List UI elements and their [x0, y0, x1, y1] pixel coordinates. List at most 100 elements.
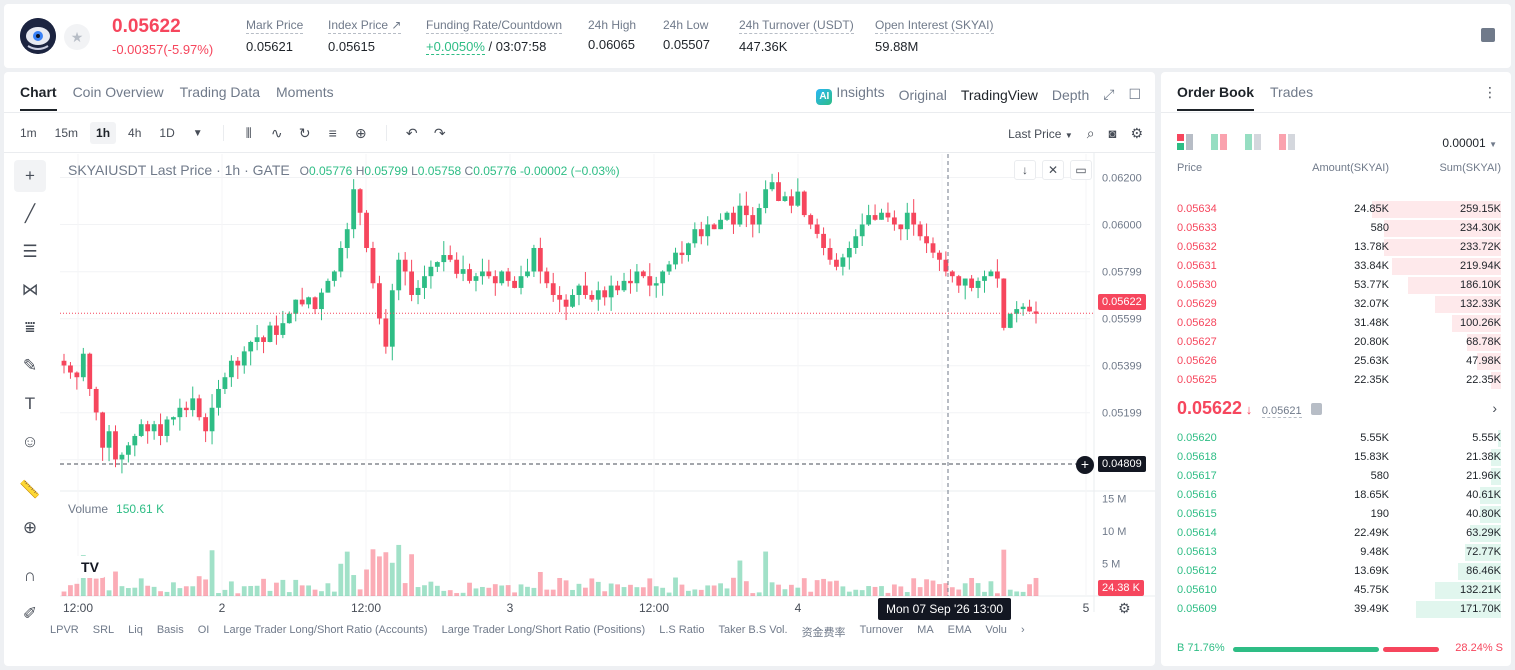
pencil-icon[interactable]: ✐: [22, 604, 38, 623]
measure-lines-icon[interactable]: ⩸: [24, 318, 36, 337]
tab-order-book[interactable]: Order Book: [1177, 84, 1255, 111]
tab-trades[interactable]: Trades: [1270, 84, 1314, 100]
ask-row[interactable]: 0.05625 22.35K 22.35K: [1161, 371, 1511, 390]
precision-select[interactable]: 0.00001 ▼: [1442, 136, 1497, 150]
gear-icon[interactable]: ⚙: [1130, 125, 1143, 141]
view-both-alt-icon[interactable]: [1211, 134, 1227, 150]
more-icon[interactable]: ⋮: [1483, 84, 1497, 100]
replay-icon[interactable]: ↻: [298, 124, 311, 141]
ask-row[interactable]: 0.05633 580 234.30K: [1161, 219, 1511, 238]
add-indicator-icon[interactable]: ⊕: [354, 124, 367, 141]
window-icon[interactable]: ☐: [1128, 86, 1141, 102]
collapse-icon[interactable]: ✕: [1042, 160, 1064, 180]
view-both-icon[interactable]: [1177, 134, 1193, 150]
indicator-item[interactable]: Turnover: [859, 624, 904, 636]
candle-body: [557, 294, 563, 300]
bid-row[interactable]: 0.05618 15.83K 21.38K: [1161, 448, 1511, 467]
bid-row[interactable]: 0.05617 580 21.96K: [1161, 467, 1511, 486]
ask-row[interactable]: 0.05634 24.85K 259.15K: [1161, 200, 1511, 219]
stat-index-price[interactable]: Index Price ↗ 0.05615: [328, 18, 402, 54]
ask-row[interactable]: 0.05632 13.78K 233.72K: [1161, 238, 1511, 257]
bid-row[interactable]: 0.05610 45.75K 132.21K: [1161, 581, 1511, 600]
timeframe-dropdown-icon[interactable]: ▼: [192, 127, 203, 139]
candle-type-icon[interactable]: ⫴: [245, 124, 252, 141]
timeframe-4h[interactable]: 4h: [128, 126, 142, 140]
ask-price: 0.05627: [1177, 336, 1217, 348]
trendline-icon[interactable]: ╱: [24, 204, 36, 223]
ask-row[interactable]: 0.05630 53.77K 186.10K: [1161, 276, 1511, 295]
undo-icon[interactable]: ↶: [405, 124, 418, 141]
indicator-item[interactable]: LPVR: [50, 624, 79, 636]
arrow-down-icon[interactable]: ↓: [1014, 160, 1036, 180]
indicator-item[interactable]: OI: [197, 624, 210, 636]
bid-row[interactable]: 0.05614 22.49K 63.29K: [1161, 524, 1511, 543]
indicator-item[interactable]: Liq: [128, 624, 143, 636]
candle-body: [718, 219, 723, 230]
indicator-item[interactable]: L.S Ratio: [659, 624, 705, 636]
indicator-item[interactable]: EMA: [947, 624, 972, 636]
timeframe-1m[interactable]: 1m: [20, 126, 37, 140]
view-bids-icon[interactable]: [1245, 134, 1261, 150]
ask-row[interactable]: 0.05628 31.48K 100.26K: [1161, 314, 1511, 333]
timeframe-1h[interactable]: 1h: [90, 122, 117, 144]
ask-row[interactable]: 0.05631 33.84K 219.94K: [1161, 257, 1511, 276]
favorite-star-icon[interactable]: ★: [64, 24, 90, 50]
chevron-right-icon[interactable]: ›: [1020, 624, 1025, 636]
bid-sum: 72.77K: [1466, 546, 1501, 558]
tab-depth[interactable]: Depth: [1051, 86, 1090, 103]
tab-moments[interactable]: Moments: [276, 84, 334, 100]
fib-icon[interactable]: ☰: [22, 242, 38, 261]
magnet-icon[interactable]: ∩: [23, 566, 37, 585]
ask-row[interactable]: 0.05629 32.07K 132.33K: [1161, 295, 1511, 314]
zoom-icon[interactable]: ⊕: [22, 518, 38, 537]
chevron-right-icon[interactable]: ›: [1492, 400, 1497, 416]
indicator-item[interactable]: Basis: [156, 624, 184, 636]
volume-bar: [557, 577, 563, 596]
add-alert-icon[interactable]: +: [1076, 456, 1094, 474]
camera-icon[interactable]: ◙: [1108, 126, 1117, 141]
tab-original[interactable]: Original: [898, 86, 947, 103]
tab-tradingview[interactable]: TradingView: [960, 86, 1038, 103]
search-icon[interactable]: ⌕: [1086, 125, 1095, 141]
indicators-icon[interactable]: ∿: [270, 124, 283, 141]
crosshair-icon[interactable]: +: [14, 160, 46, 192]
redo-icon[interactable]: ↷: [433, 124, 446, 141]
text-icon[interactable]: T: [24, 394, 36, 413]
indicator-item[interactable]: MA: [917, 624, 934, 636]
pattern-icon[interactable]: ⋈: [21, 280, 39, 299]
ruler-icon[interactable]: 📏: [19, 480, 41, 499]
view-asks-icon[interactable]: [1279, 134, 1295, 150]
bid-row[interactable]: 0.05613 9.48K 72.77K: [1161, 543, 1511, 562]
candle-body: [763, 189, 769, 209]
indicator-item[interactable]: SRL: [92, 624, 115, 636]
notes-icon[interactable]: [1481, 28, 1495, 42]
ask-row[interactable]: 0.05627 20.80K 68.78K: [1161, 333, 1511, 352]
tab-insights[interactable]: AI Insights: [816, 84, 885, 105]
bid-row[interactable]: 0.05612 13.69K 86.46K: [1161, 562, 1511, 581]
emoji-icon[interactable]: ☺: [21, 432, 39, 451]
templates-icon[interactable]: ≡: [328, 125, 337, 141]
bid-row[interactable]: 0.05616 18.65K 40.61K: [1161, 486, 1511, 505]
indicator-item[interactable]: Large Trader Long/Short Ratio (Positions…: [441, 624, 646, 636]
timeframe-1d[interactable]: 1D: [159, 126, 175, 140]
bid-row[interactable]: 0.05620 5.55K 5.55K: [1161, 429, 1511, 448]
indicator-item[interactable]: Volu: [985, 624, 1007, 636]
tab-chart[interactable]: Chart: [20, 84, 57, 111]
price-type-select[interactable]: Last Price ▼: [1008, 127, 1073, 141]
tab-trading-data[interactable]: Trading Data: [179, 84, 261, 100]
candle-body: [673, 252, 678, 265]
brush-icon[interactable]: ✎: [22, 356, 38, 375]
tab-coin-overview[interactable]: Coin Overview: [72, 84, 164, 100]
ask-sum: 233.72K: [1460, 241, 1501, 253]
indicator-item[interactable]: 资金费率: [801, 627, 846, 639]
axis-settings-icon[interactable]: ⚙: [1118, 600, 1131, 616]
bid-row[interactable]: 0.05609 39.49K 171.70K: [1161, 600, 1511, 619]
candle-body: [454, 259, 460, 274]
indicator-item[interactable]: Taker B.S Vol.: [718, 624, 788, 636]
expand-icon[interactable]: ⤢: [1103, 86, 1115, 102]
indicator-item[interactable]: Large Trader Long/Short Ratio (Accounts): [223, 624, 428, 636]
bid-row[interactable]: 0.05615 190 40.80K: [1161, 505, 1511, 524]
screen-icon[interactable]: ▭: [1070, 160, 1092, 180]
timeframe-15m[interactable]: 15m: [54, 126, 79, 140]
ask-row[interactable]: 0.05626 25.63K 47.98K: [1161, 352, 1511, 371]
